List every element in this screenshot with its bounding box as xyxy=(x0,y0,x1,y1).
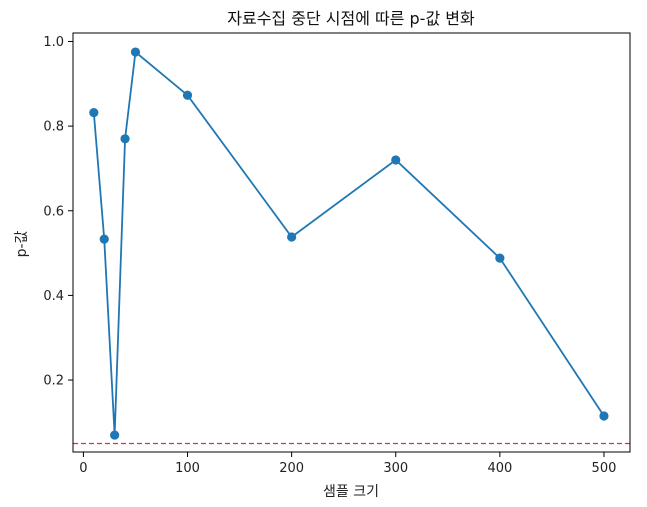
plot-area: 0 100 200 300 400 500 0.2 0.4 0.6 0.8 1.0 xyxy=(43,32,631,476)
data-point xyxy=(99,234,109,244)
data-point xyxy=(110,430,120,440)
data-point xyxy=(287,232,297,242)
y-tick-label: 1.0 xyxy=(43,35,64,50)
series-line xyxy=(92,50,605,436)
x-tick-label: 400 xyxy=(487,461,512,476)
y-tick-label: 0.6 xyxy=(43,204,64,219)
plot-frame xyxy=(72,32,631,453)
x-tick-label: 200 xyxy=(279,461,304,476)
y-tick-label: 0.4 xyxy=(43,289,64,304)
x-tick-label: 300 xyxy=(383,461,408,476)
data-point xyxy=(89,107,99,118)
x-tick-label: 500 xyxy=(592,461,617,476)
data-point xyxy=(391,155,401,165)
data-point xyxy=(599,411,609,421)
x-tick-label: 100 xyxy=(175,461,200,476)
chart-title: 자료수집 중단 시점에 따른 p-값 변화 xyxy=(227,9,475,28)
data-point xyxy=(120,134,130,144)
data-point xyxy=(495,253,505,263)
data-point xyxy=(130,47,141,57)
x-tick-label: 0 xyxy=(79,461,87,476)
x-axis-title: 샘플 크기 xyxy=(323,484,379,500)
y-tick-label: 0.2 xyxy=(43,374,64,389)
y-tick-label: 0.8 xyxy=(43,120,64,135)
y-axis-title: p-값 xyxy=(14,230,30,257)
data-point xyxy=(182,90,193,100)
